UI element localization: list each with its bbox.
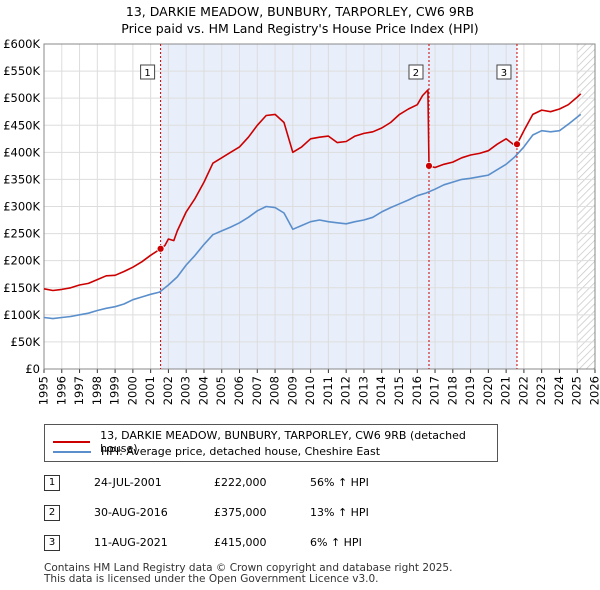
sale-label-text: 1 [144, 68, 150, 79]
y-tick-label: £300K [3, 200, 40, 214]
sale-badge: 2 [44, 505, 60, 521]
x-tick-label: 2005 [214, 376, 228, 405]
y-tick-label: £500K [3, 91, 40, 105]
footer-line1: Contains HM Land Registry data © Crown c… [44, 562, 453, 574]
x-tick-label: 2017 [428, 376, 442, 405]
y-tick-label: £600K [3, 37, 40, 51]
x-tick-label: 2007 [250, 376, 264, 405]
x-tick-label: 2021 [499, 376, 513, 405]
x-tick-label: 2019 [463, 376, 477, 405]
price-chart: £0 £50K £100K £150K £200K £250K £300K £350K £400… [3, 37, 600, 405]
sale-label-1: 1 [140, 64, 156, 80]
x-tick-label: 2023 [534, 376, 548, 405]
x-tick-label: 1995 [37, 376, 51, 405]
y-tick-label: £0 [25, 362, 40, 376]
sale-label-text: 2 [413, 68, 419, 79]
sale-point-2 [425, 161, 433, 170]
x-tick-label: 1996 [54, 376, 68, 405]
x-tick-label: 1999 [108, 376, 122, 405]
y-tick-label: £250K [3, 227, 40, 241]
legend-item-property: 13, DARKIE MEADOW, BUNBURY, TARPORLEY, C… [53, 429, 497, 455]
sale-hpi-change: 56% ↑ HPI [310, 476, 369, 489]
sale-label-2: 2 [408, 64, 424, 80]
plot-border [43, 43, 596, 370]
y-tick-label: £400K [3, 145, 40, 159]
legend-swatch-property [53, 441, 91, 443]
x-tick-label: 2016 [410, 376, 424, 405]
legend-label-property: 13, DARKIE MEADOW, BUNBURY, TARPORLEY, C… [100, 429, 466, 455]
sale-label-box [496, 64, 512, 80]
x-tick-label: 2002 [161, 376, 175, 405]
x-tick-label: 1998 [90, 376, 104, 405]
x-tick-label: 2022 [516, 376, 530, 405]
sale-hpi-change: 13% ↑ HPI [310, 506, 369, 519]
x-tick-label: 2026 [588, 376, 600, 405]
x-tick-label: 2009 [285, 376, 299, 405]
x-tick-label: 2003 [179, 376, 193, 405]
sale-badge: 3 [44, 535, 60, 551]
x-tick-label: 2000 [125, 376, 139, 405]
sale-date: 24-JUL-2001 [94, 476, 162, 489]
sale-label-text: 3 [501, 68, 507, 79]
x-tick-label: 2004 [196, 376, 210, 405]
sale-price: £415,000 [214, 536, 267, 549]
y-tick-label: £50K [11, 335, 41, 349]
x-tick-label: 2014 [374, 376, 388, 405]
y-tick-label: £100K [3, 308, 40, 322]
x-tick-label: 2001 [143, 376, 157, 405]
sale-badge: 1 [44, 475, 60, 491]
x-tick-label: 2020 [481, 376, 495, 405]
sale-point-3 [513, 140, 521, 149]
sale-label-3: 3 [496, 64, 512, 80]
x-tick-label: 2012 [339, 376, 353, 405]
sale-point-1 [156, 244, 165, 253]
y-tick-label: £350K [3, 172, 40, 186]
sale-price: £375,000 [214, 506, 267, 519]
x-tick-label: 2011 [321, 376, 335, 405]
x-tick-label: 2010 [303, 376, 317, 405]
x-tick-label: 2008 [268, 376, 282, 405]
y-tick-label: £150K [3, 281, 40, 295]
legend-swatch-hpi [53, 450, 91, 453]
legend-item-hpi: HPI: Average price, detached house, Ches… [53, 445, 380, 458]
series-line-hpi [43, 113, 582, 320]
y-tick-label: £550K [3, 64, 40, 78]
x-tick-label: 2018 [445, 376, 459, 405]
x-tick-label: 2024 [552, 376, 566, 405]
x-tick-label: 2013 [356, 376, 370, 405]
sale-hpi-change: 6% ↑ HPI [310, 536, 362, 549]
sale-label-box [408, 64, 424, 80]
sale-date: 11-AUG-2021 [94, 536, 168, 549]
series-line-property [43, 89, 582, 292]
x-tick-label: 2025 [570, 376, 584, 405]
y-tick-label: £450K [3, 118, 40, 132]
sale-price: £222,000 [214, 476, 267, 489]
chart-title-line2: Price paid vs. HM Land Registry's House … [121, 21, 479, 36]
sale-date: 30-AUG-2016 [94, 506, 168, 519]
legend-label-hpi: HPI: Average price, detached house, Ches… [101, 445, 381, 458]
y-tick-label: £200K [3, 254, 40, 268]
footer-line2: This data is licensed under the Open Gov… [44, 573, 379, 585]
x-tick-label: 1997 [72, 376, 86, 405]
x-tick-label: 2015 [392, 376, 406, 405]
chart-legend: 13, DARKIE MEADOW, BUNBURY, TARPORLEY, C… [44, 424, 498, 462]
sale-label-box [140, 64, 156, 80]
chart-title-line1: 13, DARKIE MEADOW, BUNBURY, TARPORLEY, C… [125, 4, 475, 19]
footer-attribution: Contains HM Land Registry data © Crown c… [44, 563, 452, 585]
x-tick-label: 2006 [232, 376, 246, 405]
